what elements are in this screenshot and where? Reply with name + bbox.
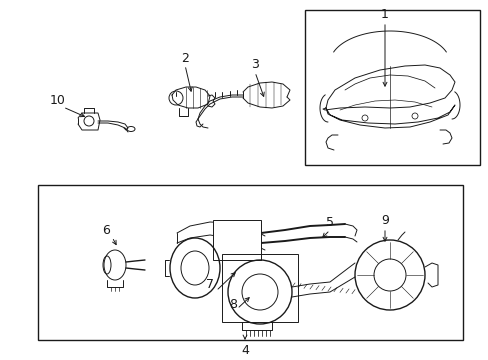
Text: 10: 10 (50, 94, 66, 107)
Text: 2: 2 (181, 51, 188, 64)
Text: 1: 1 (380, 8, 388, 21)
Bar (213, 220, 261, 260)
Text: 7: 7 (205, 279, 214, 292)
Text: 5: 5 (325, 216, 333, 229)
Text: 9: 9 (380, 213, 388, 226)
Text: 6: 6 (102, 225, 110, 238)
Bar (305, 10, 479, 165)
Text: 3: 3 (250, 58, 259, 72)
Text: 8: 8 (228, 298, 237, 311)
Bar (222, 254, 297, 322)
Bar (38, 185, 462, 340)
Text: 4: 4 (241, 343, 248, 356)
